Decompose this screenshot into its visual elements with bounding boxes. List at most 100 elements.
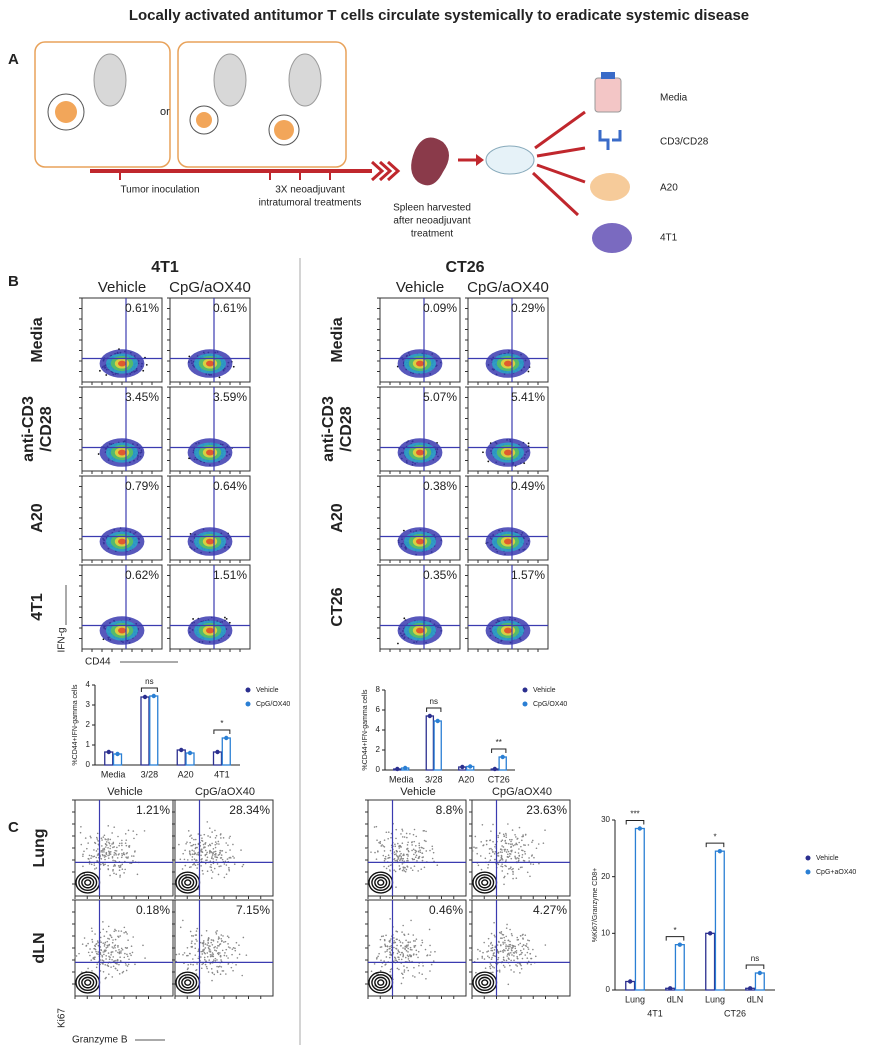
event-dot <box>119 935 121 937</box>
event-dot <box>110 954 112 956</box>
event-dot <box>506 851 508 853</box>
event-dot <box>132 936 134 938</box>
event-dot <box>123 932 125 934</box>
event-dot <box>102 863 104 865</box>
event-dot <box>182 920 184 922</box>
event-dot <box>93 849 95 851</box>
event-dot <box>80 826 82 828</box>
event-dot <box>230 857 232 859</box>
event-dot <box>220 959 222 961</box>
event-dot <box>101 851 103 853</box>
y-tick-label: 4 <box>86 680 91 689</box>
event-dot <box>503 834 505 836</box>
event-dot <box>411 949 413 951</box>
event-dot <box>191 837 193 839</box>
event-dot <box>239 954 241 956</box>
column-label: CpG/aOX40 <box>169 279 251 296</box>
event-dot <box>388 854 390 856</box>
event-dot <box>533 863 535 865</box>
event-dot <box>193 853 195 855</box>
event-dot <box>121 948 123 950</box>
event-dot <box>418 845 420 847</box>
gate-percentage: 0.61% <box>125 301 159 315</box>
event-dot <box>102 942 104 944</box>
event-dot <box>95 857 97 859</box>
event-dot <box>538 863 540 865</box>
event-dot <box>429 850 431 852</box>
event-dot <box>412 858 414 860</box>
event-dot <box>471 950 473 952</box>
event-dot <box>520 953 522 955</box>
flow-plot: 0.29% <box>465 298 548 385</box>
event-dot <box>393 869 395 871</box>
density-blob <box>206 450 214 456</box>
event-dot <box>510 866 512 868</box>
event-dot <box>202 949 204 951</box>
event-dot <box>196 854 198 856</box>
event-dot <box>523 948 525 950</box>
event-dot <box>216 959 218 961</box>
event-dot <box>187 859 189 861</box>
event-dot <box>215 931 217 933</box>
event-dot <box>422 942 424 944</box>
event-dot <box>414 829 416 831</box>
group-title: 4T1 <box>151 259 179 276</box>
event-dot <box>400 833 402 835</box>
event-dot <box>195 860 197 862</box>
event-dot <box>189 853 191 855</box>
event-dot <box>528 948 530 950</box>
event-dot <box>506 927 508 929</box>
event-dot <box>201 953 203 955</box>
event-dot <box>83 850 85 852</box>
event-dot <box>184 850 186 852</box>
event-dot <box>211 877 213 879</box>
event-dot <box>419 856 421 858</box>
event-dot <box>499 833 501 835</box>
event-dot <box>87 943 89 945</box>
event-dot <box>522 937 524 939</box>
event-dot <box>532 949 534 951</box>
event-dot <box>118 845 120 847</box>
event-dot <box>94 945 96 947</box>
flow-plot: 0.79% <box>79 476 162 563</box>
event-dot <box>532 840 534 842</box>
event-dot <box>415 950 417 952</box>
event-dot <box>514 857 516 859</box>
event-dot <box>218 854 220 856</box>
event-dot <box>213 959 215 961</box>
event-dot <box>227 943 229 945</box>
event-dot <box>521 836 523 838</box>
event-dot <box>232 948 234 950</box>
event-dot <box>526 943 528 945</box>
event-dot <box>402 942 404 944</box>
event-dot <box>484 958 486 960</box>
event-dot <box>407 855 409 857</box>
row-label: dLN <box>31 932 48 963</box>
event-dot <box>190 964 192 966</box>
event-dot <box>379 841 381 843</box>
event-dot <box>182 853 184 855</box>
event-dot <box>424 867 426 869</box>
event-dot <box>218 966 220 968</box>
event-dot <box>107 839 109 841</box>
event-dot <box>110 966 112 968</box>
event-dot <box>426 955 428 957</box>
event-dot <box>215 847 217 849</box>
event-dot <box>220 833 222 835</box>
event-dot <box>206 930 208 932</box>
gate-percentage: 4.27% <box>533 903 567 917</box>
event-dot <box>481 956 483 958</box>
event-dot <box>404 947 406 949</box>
event-dot <box>224 863 226 865</box>
flow-plot: 7.15% <box>172 900 273 999</box>
event-dot <box>520 950 522 952</box>
flow-plot: 3.59% <box>167 387 250 474</box>
event-dot <box>382 855 384 857</box>
event-dot <box>376 826 378 828</box>
event-dot <box>418 842 420 844</box>
event-dot <box>529 953 531 955</box>
event-dot <box>504 966 506 968</box>
event-dot <box>203 846 205 848</box>
event-dot <box>491 849 493 851</box>
event-dot <box>422 852 424 854</box>
